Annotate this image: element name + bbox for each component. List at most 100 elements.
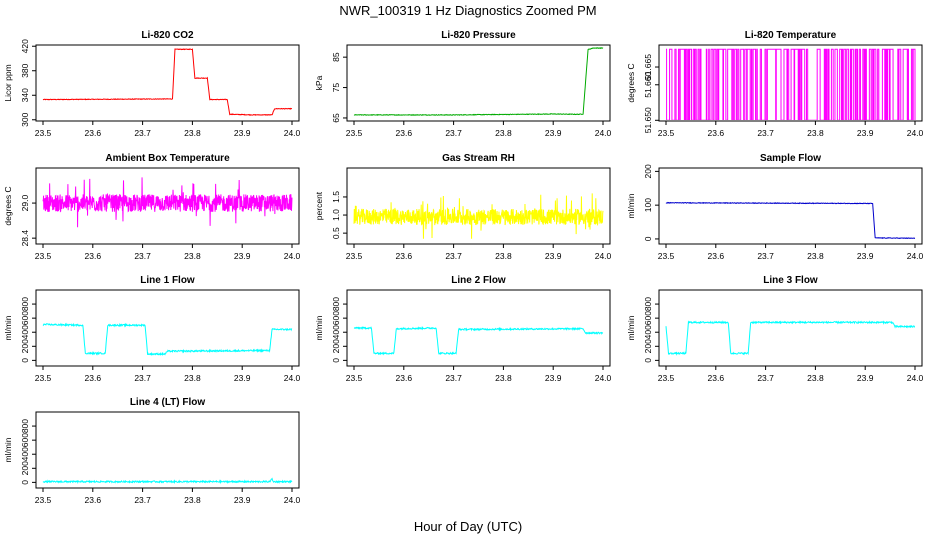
- x-tick-label: 23.9: [857, 251, 874, 261]
- series-line: [353, 325, 604, 356]
- panel-10: Line 4 (LT) Flow 23.5 23.6 23.7 23.8 23.9 24.0…: [3, 397, 301, 505]
- x-tick-label: 23.5: [346, 373, 363, 383]
- y-tick-label: 600: [20, 433, 30, 447]
- series-group: [353, 47, 604, 116]
- y-axis-label: degrees C: [3, 186, 13, 225]
- y-tick-label: 600: [643, 311, 653, 325]
- y-tick-label: 400: [20, 325, 30, 339]
- series-group: [665, 320, 916, 356]
- y-axis-label: kPa: [314, 75, 324, 90]
- y-tick-label: 400: [643, 325, 653, 339]
- x-tick-label: 23.9: [545, 251, 562, 261]
- y-tick-label: 600: [331, 311, 341, 325]
- x-tick-label: 23.5: [35, 373, 52, 383]
- series-line: [665, 320, 916, 356]
- x-tick-label: 24.0: [595, 251, 612, 261]
- x-tick-label: 23.7: [757, 251, 774, 261]
- panel-4: Ambient Box Temperature 23.5 23.6 23.7 23.8 2…: [3, 153, 301, 261]
- panel-grid: Li-820 CO2 23.5 23.6 23.7 23.8 23.9 24.0 300 340…: [3, 30, 924, 505]
- panel-title: Gas Stream RH: [442, 153, 515, 164]
- y-tick-label: 1.5: [331, 191, 341, 203]
- x-tick-label: 23.8: [184, 128, 201, 138]
- y-tick-label: 0: [643, 236, 653, 241]
- x-tick-label: 23.7: [134, 251, 151, 261]
- x-tick-label: 24.0: [284, 495, 301, 505]
- x-tick-label: 23.8: [495, 128, 512, 138]
- panel-title: Line 1 Flow: [140, 275, 195, 286]
- panel-9: Line 3 Flow 23.5 23.6 23.7 23.8 23.9 24.0 0 2004…: [626, 275, 924, 383]
- x-tick-label: 23.6: [396, 251, 413, 261]
- x-tick-label: 24.0: [284, 128, 301, 138]
- plot-frame: [658, 289, 923, 367]
- panel-6: Sample Flow 23.5 23.6 23.7 23.8 23.9 24.0 0 100 2…: [626, 153, 924, 261]
- y-tick-label: 420: [20, 39, 30, 53]
- x-tick-label: 24.0: [907, 128, 924, 138]
- x-tick-label: 24.0: [907, 373, 924, 383]
- panel-title: Line 4 (LT) Flow: [130, 397, 206, 408]
- x-tick-label: 23.6: [708, 128, 725, 138]
- x-tick-label: 23.9: [234, 128, 251, 138]
- series-line: [42, 48, 293, 116]
- plot-frame: [346, 44, 611, 122]
- y-tick-label: 200: [20, 339, 30, 353]
- x-tick-label: 23.8: [807, 373, 824, 383]
- series-group: [42, 477, 293, 485]
- series-line: [42, 322, 293, 356]
- x-tick-label: 23.8: [184, 251, 201, 261]
- x-tick-label: 23.6: [396, 373, 413, 383]
- x-tick-label: 23.9: [234, 251, 251, 261]
- x-tick-label: 23.8: [807, 128, 824, 138]
- plot-frame: [658, 167, 923, 245]
- y-tick-label: 200: [20, 461, 30, 475]
- series-group: [42, 322, 293, 356]
- y-tick-label: 51.650: [643, 107, 653, 133]
- y-tick-label: 380: [20, 63, 30, 77]
- plot-frame: [35, 289, 300, 367]
- y-axis-label: degrees C: [626, 63, 636, 102]
- panel-title: Line 2 Flow: [451, 275, 506, 286]
- y-tick-label: 65: [331, 113, 341, 123]
- x-tick-label: 24.0: [284, 373, 301, 383]
- y-axis-label: percent: [314, 191, 324, 220]
- x-tick-label: 24.0: [284, 251, 301, 261]
- x-tick-label: 23.7: [757, 373, 774, 383]
- y-tick-label: 85: [331, 52, 341, 62]
- y-tick-label: 340: [20, 88, 30, 102]
- x-tick-label: 23.7: [445, 128, 462, 138]
- x-tick-label: 23.5: [658, 128, 675, 138]
- y-tick-label: 200: [643, 164, 653, 178]
- plot-frame: [346, 167, 611, 245]
- figure-xlabel: Hour of Day (UTC): [414, 519, 522, 534]
- x-tick-label: 23.5: [35, 251, 52, 261]
- plot-frame: [35, 44, 300, 122]
- panel-1: Li-820 CO2 23.5 23.6 23.7 23.8 23.9 24.0 300 340…: [3, 30, 301, 138]
- y-axis-label: ml/min: [3, 437, 13, 462]
- x-tick-label: 23.6: [85, 128, 102, 138]
- y-tick-label: 75: [331, 83, 341, 93]
- figure-title: NWR_100319 1 Hz Diagnostics Zoomed PM: [339, 3, 596, 18]
- series-group: [353, 325, 604, 356]
- y-tick-label: 400: [20, 447, 30, 461]
- y-tick-label: 800: [20, 419, 30, 433]
- series-group: [42, 48, 293, 116]
- series-line: [666, 48, 916, 120]
- x-tick-label: 23.8: [495, 373, 512, 383]
- y-axis-label: ml/min: [626, 193, 636, 218]
- x-tick-label: 23.5: [658, 373, 675, 383]
- panel-title: Line 3 Flow: [763, 275, 818, 286]
- panel-7: Line 1 Flow 23.5 23.6 23.7 23.8 23.9 24.0 0 2004…: [3, 275, 301, 383]
- y-tick-label: 800: [643, 297, 653, 311]
- y-tick-label: 200: [331, 339, 341, 353]
- series-line: [353, 47, 604, 116]
- plot-frame: [35, 411, 300, 489]
- x-tick-label: 23.7: [134, 495, 151, 505]
- y-tick-label: 800: [20, 297, 30, 311]
- y-axis-label: ml/min: [314, 315, 324, 340]
- x-tick-label: 23.6: [85, 373, 102, 383]
- panel-3: Li-820 Temperature 23.5 23.6 23.7 23.8 23.9 24…: [626, 30, 924, 138]
- panel-5: Gas Stream RH 23.5 23.6 23.7 23.8 23.9 24.0 0.5…: [314, 153, 612, 261]
- y-tick-label: 300: [20, 112, 30, 126]
- x-tick-label: 23.7: [445, 251, 462, 261]
- y-tick-label: 600: [20, 311, 30, 325]
- plot-frame: [346, 289, 611, 367]
